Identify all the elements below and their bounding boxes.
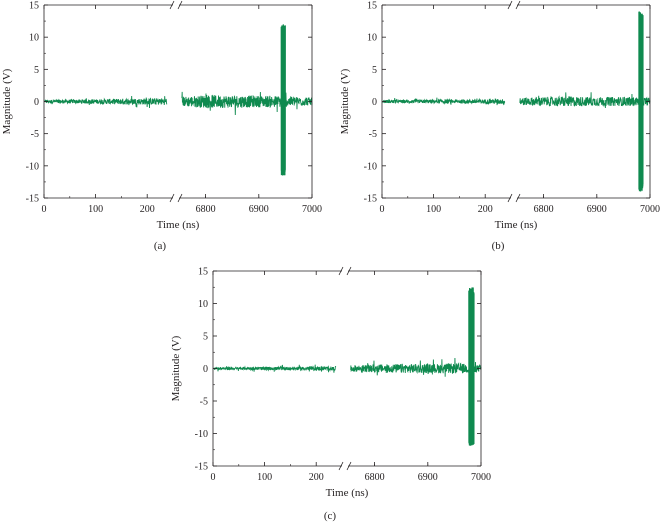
y-tick-label: 10 [29,33,39,44]
y-tick-label: 0 [34,97,39,108]
x-axis-title: Time (ns) [326,487,369,499]
y-tick-label: -5 [369,129,377,140]
y-tick-label: 0 [203,364,208,375]
x-tick-label: 200 [140,204,155,215]
signal-segment-2 [350,357,482,377]
signal-pulse [468,287,475,446]
signal-trace [382,11,651,192]
y-tick-label: -5 [31,129,39,140]
axis-break-top-2 [515,0,521,10]
axis-break-bottom-1 [338,461,344,471]
signal-segment-1 [382,97,506,106]
x-tick-label: 100 [88,204,103,215]
y-axis-title: Magnitude (V) [170,335,182,401]
panel-label: (a) [154,240,167,252]
signal-pulse [280,24,286,176]
y-tick-label: 15 [29,1,39,12]
x-axis-title: Time (ns) [495,219,538,231]
x-tick-label: 100 [257,472,272,483]
y-tick-label: 5 [372,65,377,76]
y-axis-title: Magnitude (V) [1,68,13,134]
y-tick-label: 5 [203,332,208,343]
signal-segment-1 [213,364,337,373]
panel-label: (c) [324,510,337,522]
y-tick-label: -10 [26,161,39,172]
y-tick-label: 15 [367,1,377,12]
x-tick-label: 6800 [534,204,554,215]
signal-trace [213,287,482,446]
y-tick-label: 10 [367,33,377,44]
x-tick-label: 0 [380,204,385,215]
x-tick-label: 6900 [249,204,269,215]
x-tick-label: 200 [309,472,324,483]
signal-segment-2 [519,92,651,109]
x-tick-label: 7000 [302,204,322,215]
y-tick-label: -15 [364,194,377,205]
x-axis-title: Time (ns) [157,219,200,231]
axis-break-top-1 [338,266,344,276]
x-tick-label: 6800 [196,204,216,215]
y-tick-label: -15 [195,462,208,473]
axis-break-top-2 [177,0,183,10]
x-tick-label: 6900 [418,472,438,483]
x-tick-label: 7000 [471,472,491,483]
signal-segment-2 [181,91,313,116]
x-tick-label: 6800 [365,472,385,483]
axis-break-bottom-2 [177,193,183,203]
panel-label: (b) [492,240,505,252]
axis-break-bottom-1 [169,193,175,203]
axis-break-bottom-2 [515,193,521,203]
axis-break-bottom-2 [346,461,352,471]
x-tick-label: 200 [478,204,493,215]
y-tick-label: -10 [195,429,208,440]
signal-segment-1 [44,95,168,109]
x-tick-label: 100 [426,204,441,215]
y-tick-label: 5 [34,65,39,76]
x-tick-label: 0 [42,204,47,215]
y-tick-label: 0 [372,97,377,108]
axis-break-bottom-1 [507,193,513,203]
x-tick-label: 7000 [640,204,660,215]
x-tick-label: 6900 [587,204,607,215]
axis-break-top-2 [346,266,352,276]
y-tick-label: -15 [26,194,39,205]
y-tick-label: 15 [198,267,208,278]
y-axis-title: Magnitude (V) [339,68,351,134]
y-tick-label: -5 [200,397,208,408]
axis-break-top-1 [507,0,513,10]
axis-break-top-1 [169,0,175,10]
x-tick-label: 0 [211,472,216,483]
signal-trace [44,24,313,176]
y-tick-label: 10 [198,299,208,310]
signal-pulse [638,11,644,192]
y-tick-label: -10 [364,161,377,172]
